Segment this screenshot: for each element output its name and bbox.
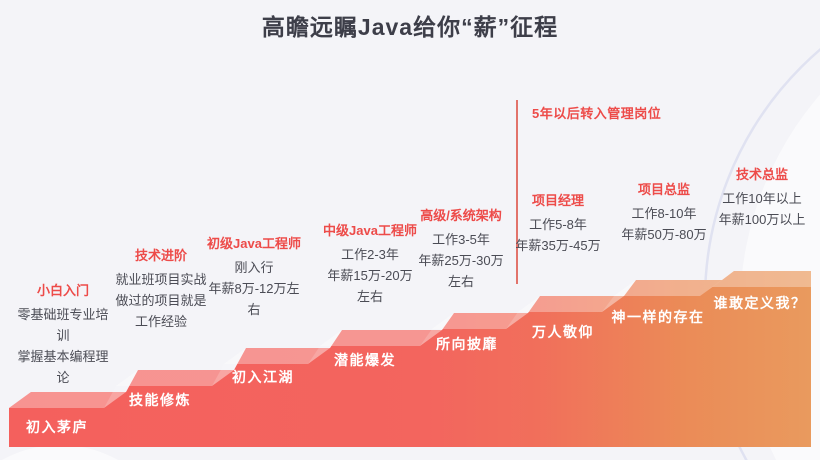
- stage-line: 论: [56, 370, 70, 385]
- stage-line: 零基础班专业培: [17, 307, 109, 322]
- stage-line: 工作2-3年: [341, 247, 399, 262]
- stage-block-beginner: 小白入门 零基础班专业培 训 掌握基本编程理 论: [5, 280, 121, 388]
- stair-step-label-6: 万人敬仰: [532, 324, 594, 340]
- stage-line: 工作3-5年: [432, 232, 490, 247]
- stage-line: 就业班项目实战: [115, 272, 207, 287]
- stage-line: 掌握基本编程理: [17, 349, 109, 364]
- stage-line: 年薪8万-12万左: [208, 281, 300, 296]
- stage-title: 高级/系统架构: [420, 208, 502, 223]
- page-title: 高瞻远瞩Java给你“薪”征程: [261, 14, 559, 40]
- stage-line: 工作8-10年: [631, 206, 697, 221]
- stage-line: 做过的项目就是: [115, 293, 207, 308]
- stage-block-junior-engineer: 初级Java工程师 刚入行 年薪8万-12万左 右: [196, 233, 312, 320]
- stage-line: 左右: [447, 274, 474, 289]
- stage-line: 年薪100万以上: [718, 212, 806, 227]
- decor-circle-bottom-left: [1, 445, 119, 460]
- stage-title: 项目经理: [531, 193, 584, 208]
- stage-line: 工作经验: [134, 314, 187, 329]
- stage-line: 右: [247, 302, 261, 317]
- management-note: 5年以后转入管理岗位: [532, 106, 662, 121]
- stage-block-advance: 技术进阶 就业班项目实战 做过的项目就是 工作经验: [103, 245, 219, 332]
- stage-line: 左右: [356, 289, 383, 304]
- stage-line: 年薪25万-30万: [418, 253, 504, 268]
- stage-title: 技术进阶: [134, 248, 187, 263]
- stage-block-senior-architect: 高级/系统架构 工作3-5年 年薪25万-30万 左右: [403, 205, 519, 292]
- stair-step-label-1: 初入茅庐: [26, 419, 88, 435]
- stair-step-label-3: 初入江湖: [232, 369, 294, 385]
- stage-line: 年薪15万-20万: [327, 268, 413, 283]
- stage-title: 小白入门: [36, 283, 89, 298]
- stage-block-mid-engineer: 中级Java工程师 工作2-3年 年薪15万-20万 左右: [312, 220, 428, 307]
- stair-step-label-4: 潜能爆发: [334, 352, 396, 368]
- stage-line: 年薪50万-80万: [621, 227, 707, 242]
- stage-line: 工作5-8年: [529, 217, 587, 232]
- stage-line: 年薪35万-45万: [515, 238, 601, 253]
- stair-step-label-2: 技能修炼: [129, 392, 191, 408]
- stage-title: 初级Java工程师: [207, 236, 301, 251]
- stage-block-tech-director: 技术总监 工作10年以上 年薪100万以上: [704, 164, 820, 230]
- step-top-faces: [9, 271, 811, 408]
- stage-title: 项目总监: [637, 182, 690, 197]
- staircase-shape: [9, 271, 811, 447]
- stair-step-label-8: 谁敢定义我？: [713, 295, 807, 311]
- stair-step-label-7: 神一样的存在: [611, 309, 705, 325]
- stage-block-project-director: 项目总监 工作8-10年 年薪50万-80万: [606, 179, 722, 245]
- management-divider-line: [516, 100, 518, 284]
- stage-block-project-manager: 项目经理 工作5-8年 年薪35万-45万: [500, 190, 616, 256]
- stair-step-label-5: 所向披靡: [436, 336, 498, 352]
- stage-line: 刚入行: [234, 260, 274, 275]
- stage-line: 训: [56, 328, 70, 343]
- stage-line: 工作10年以上: [722, 191, 802, 206]
- step-riser-faces: [104, 271, 734, 408]
- stage-title: 技术总监: [735, 167, 788, 182]
- stage-title: 中级Java工程师: [323, 223, 417, 238]
